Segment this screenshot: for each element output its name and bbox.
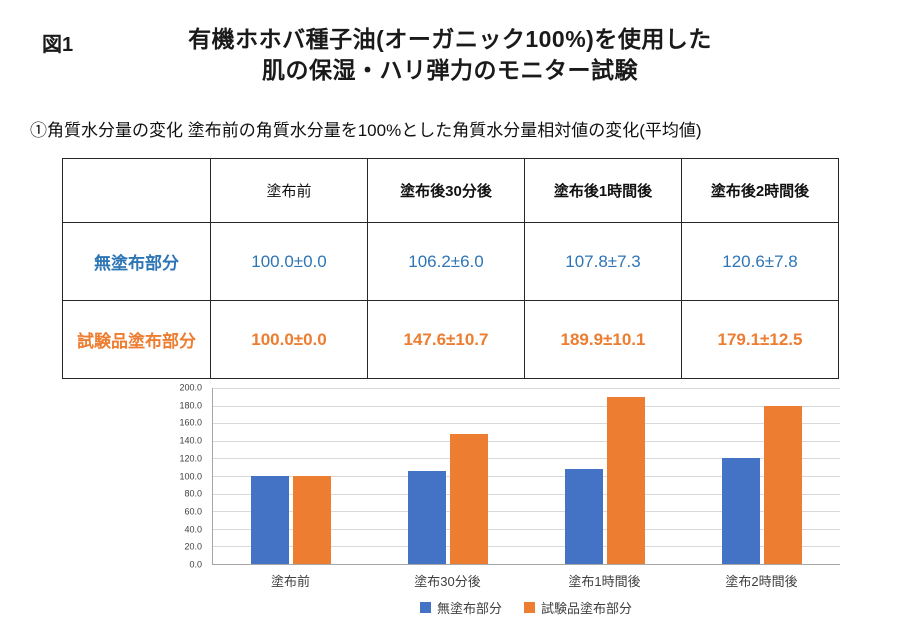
figure-label: 図1 — [42, 34, 74, 56]
table-cell: 106.2±6.0 — [367, 222, 525, 301]
gridline — [213, 476, 840, 477]
y-tick-label: 120.0 — [179, 453, 202, 464]
gridline — [213, 423, 840, 425]
legend-label: 無塗布部分 — [436, 601, 502, 616]
table-row-treated: 試験品塗布部分 100.0±0.0 147.6±10.7 189.9±10.1 … — [62, 300, 839, 379]
title-line-2: 肌の保湿・ハリ弾力のモニター試験 — [262, 57, 638, 83]
bar-chart: 0.0 20.0 40.0 60.0 80.0 100.0 120.0 140.0 160.0 1… — [170, 383, 850, 618]
table-cell: 179.1±12.5 — [681, 300, 839, 379]
gridline — [213, 388, 840, 389]
y-tick-label: 60.0 — [184, 506, 202, 517]
y-tick-label: 100.0 — [179, 471, 202, 481]
gridline — [213, 511, 840, 513]
gridline — [213, 528, 840, 530]
bar-groups — [213, 388, 840, 564]
table-row-untreated: 無塗布部分 100.0±0.0 106.2±6.0 107.8±7.3 120.… — [62, 222, 839, 301]
y-tick-label: 140.0 — [179, 435, 202, 446]
table-header-cell-30min: 塗布後30分後 — [367, 158, 525, 223]
table-header-cell-blank — [62, 158, 211, 223]
table-header-cell-2hour: 塗布後2時間後 — [681, 158, 839, 223]
gridline — [213, 546, 840, 548]
y-tick-label: 200.0 — [179, 382, 202, 393]
y-tick-label: 40.0 — [184, 524, 202, 535]
bar — [606, 396, 645, 564]
table-cell: 120.6±7.8 — [681, 222, 839, 301]
y-tick-label: 80.0 — [184, 488, 202, 499]
gridline — [213, 440, 840, 442]
subtitle: ①角質水分量の変化 塗布前の角質水分量を100%とした角質水分量相対値の変化(平… — [30, 121, 702, 140]
table-header-cell-1hour: 塗布後1時間後 — [524, 158, 682, 223]
bar-group — [721, 388, 802, 564]
y-tick-label: 20.0 — [184, 541, 202, 552]
y-tick-label: 0.0 — [189, 559, 202, 570]
table-cell: 100.0±0.0 — [210, 300, 368, 379]
table-cell: 100.0±0.0 — [210, 222, 368, 301]
bar — [763, 406, 802, 564]
page-title: 有機ホホバ種子油(オーガニック100%)を使用した 肌の保湿・ハリ弾力のモニター… — [0, 24, 900, 86]
bar — [564, 469, 603, 564]
data-table: 塗布前 塗布後30分後 塗布後1時間後 塗布後2時間後 無塗布部分 100.0±… — [62, 158, 839, 379]
table-cell: 107.8±7.3 — [524, 222, 682, 301]
gridline — [213, 493, 840, 495]
gridline — [213, 458, 840, 460]
legend-item: 無塗布部分 — [419, 598, 502, 617]
legend-item: 試験品塗布部分 — [524, 598, 632, 617]
table-cell: 147.6±10.7 — [367, 300, 525, 379]
table-header-cell-before: 塗布前 — [210, 158, 368, 223]
bar-group — [408, 388, 489, 564]
bar-group — [564, 388, 645, 564]
legend-label: 試験品塗布部分 — [541, 601, 633, 616]
bar — [721, 457, 760, 564]
legend-swatch-icon — [524, 602, 535, 613]
x-axis: 塗布前 塗布30分後 塗布1時間後 塗布2時間後 — [212, 571, 840, 590]
x-axis-label: 塗布前 — [270, 574, 310, 589]
y-axis: 0.0 20.0 40.0 60.0 80.0 100.0 120.0 140.0 160.0 1… — [170, 383, 206, 569]
x-axis-label: 塗布2時間後 — [725, 574, 798, 589]
y-tick-label: 180.0 — [179, 400, 202, 411]
bar — [251, 476, 290, 564]
table-header-row: 塗布前 塗布後30分後 塗布後1時間後 塗布後2時間後 — [62, 158, 839, 223]
x-axis-label: 塗布1時間後 — [568, 574, 641, 589]
y-tick-label: 160.0 — [179, 417, 202, 428]
row-label-treated: 試験品塗布部分 — [62, 300, 211, 379]
table-cell: 189.9±10.1 — [524, 300, 682, 379]
legend-swatch-icon — [419, 602, 431, 613]
plot-area — [212, 388, 840, 565]
legend: 無塗布部分 試験品塗布部分 — [212, 598, 840, 617]
bar — [293, 476, 332, 564]
x-axis-label: 塗布30分後 — [414, 574, 481, 589]
bar — [450, 434, 489, 564]
bar-group — [251, 388, 332, 564]
bar — [408, 470, 447, 564]
row-label-untreated: 無塗布部分 — [62, 222, 211, 301]
gridline — [213, 405, 840, 407]
title-line-1: 有機ホホバ種子油(オーガニック100%)を使用した — [188, 26, 712, 52]
